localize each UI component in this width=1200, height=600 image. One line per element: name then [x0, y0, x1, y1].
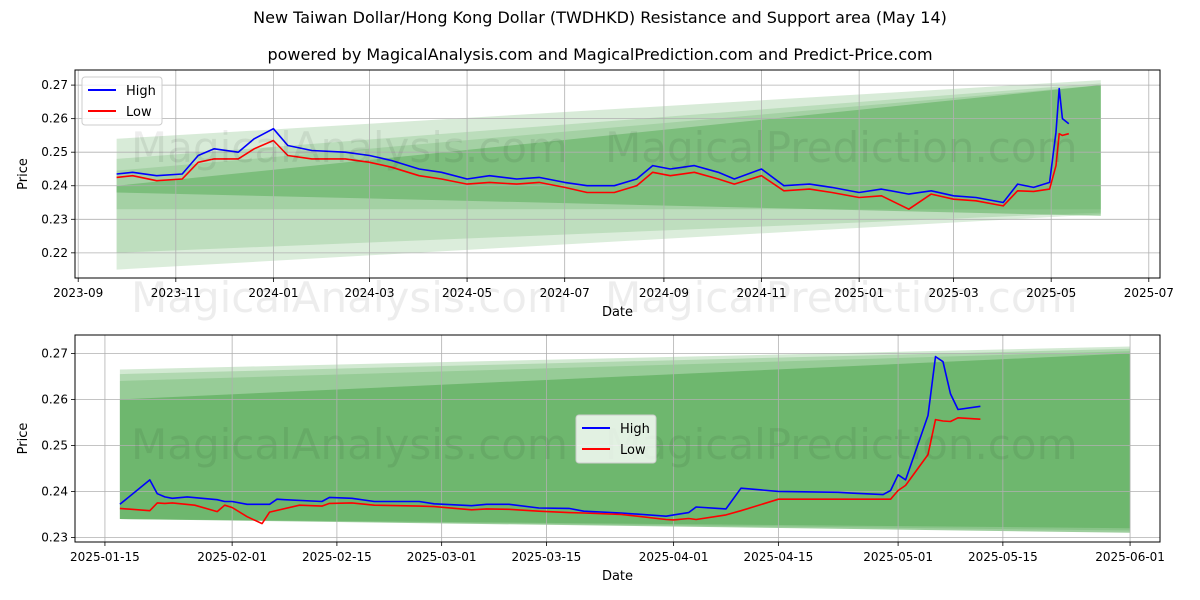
x-tick-label: 2024-05 [442, 286, 492, 300]
band-area-1 [116, 80, 1101, 210]
x-tick-label: 2025-01 [834, 286, 884, 300]
x-tick-label: 2025-05-15 [968, 550, 1038, 564]
chart-panel-1: 2023-09 2023-11 2024-01 2024-03 2024-05 2024-… [16, 69, 1174, 322]
x-tick-label: 2025-01-15 [70, 550, 140, 564]
x-tick-label: 2025-05 [1026, 286, 1076, 300]
y-tick-label: 0.24 [41, 179, 68, 193]
y-tick-label: 0.26 [41, 392, 68, 406]
legend-label-low: Low [620, 443, 646, 458]
y-axis-label: Price [16, 158, 31, 190]
x-tick-label: 2025-03 [928, 286, 978, 300]
chart-subtitle: powered by MagicalAnalysis.com and Magic… [267, 45, 933, 64]
y-axis-label: Price [16, 423, 31, 455]
x-tick-label: 2024-09 [639, 286, 689, 300]
chart-title: New Taiwan Dollar/Hong Kong Dollar (TWDH… [253, 8, 947, 27]
x-tick-label: 2025-02-01 [197, 550, 267, 564]
y-tick-label: 0.23 [41, 530, 68, 544]
watermark-text: MagicalPrediction.com [605, 273, 1078, 322]
x-tick-label: 2023-11 [151, 286, 201, 300]
watermark-text: MagicalAnalysis.com [131, 273, 568, 322]
series-line-high [119, 355, 981, 518]
y-tick-label: 0.24 [41, 484, 68, 498]
x-tick-label: 2025-03-01 [407, 550, 477, 564]
watermark-text: MagicalAnalysis.com [131, 123, 568, 172]
y-tick-label: 0.25 [41, 438, 68, 452]
band-area-2 [116, 83, 1101, 253]
y-tick-label: 0.22 [41, 246, 68, 260]
band-area-4 [116, 85, 1101, 216]
x-tick-label: 2025-04-15 [744, 550, 814, 564]
watermark-text: MagicalPrediction.com [605, 123, 1078, 172]
legend-label-high: High [126, 84, 156, 99]
x-tick-label: 2025-07 [1124, 286, 1174, 300]
watermark-text: MagicalPrediction.com [605, 420, 1078, 469]
y-tick-label: 0.26 [41, 112, 68, 126]
legend-label-high: High [620, 422, 650, 437]
chart-panel-2: 2025-01-15 2025-02-01 2025-02-15 2025-03-01… [16, 334, 1165, 584]
y-tick-label: 0.23 [41, 212, 68, 226]
y-tick-label: 0.27 [41, 346, 68, 360]
series-line-low [119, 416, 981, 525]
plot-area [75, 70, 1160, 278]
x-tick-label: 2024-03 [344, 286, 394, 300]
x-axis-label: Date [602, 305, 633, 320]
x-tick-label: 2024-11 [736, 286, 786, 300]
legend-label-low: Low [126, 105, 152, 120]
watermark-text: MagicalAnalysis.com [131, 420, 568, 469]
x-axis-label: Date [602, 569, 633, 584]
series-line-high [116, 87, 1070, 204]
x-tick-label: 2025-05-01 [863, 550, 933, 564]
band-area-3 [116, 85, 1101, 270]
x-tick-label: 2023-09 [53, 286, 103, 300]
x-tick-label: 2025-04-01 [639, 550, 709, 564]
y-tick-label: 0.25 [41, 145, 68, 159]
x-tick-label: 2025-03-15 [512, 550, 582, 564]
x-tick-label: 2024-07 [540, 286, 590, 300]
series-line-low [116, 132, 1070, 210]
y-tick-label: 0.27 [41, 78, 68, 92]
x-tick-label: 2025-02-15 [302, 550, 372, 564]
x-tick-label: 2025-06-01 [1095, 550, 1165, 564]
x-tick-label: 2024-01 [248, 286, 298, 300]
plot-frame [74, 334, 1161, 543]
plot-frame [74, 69, 1161, 279]
